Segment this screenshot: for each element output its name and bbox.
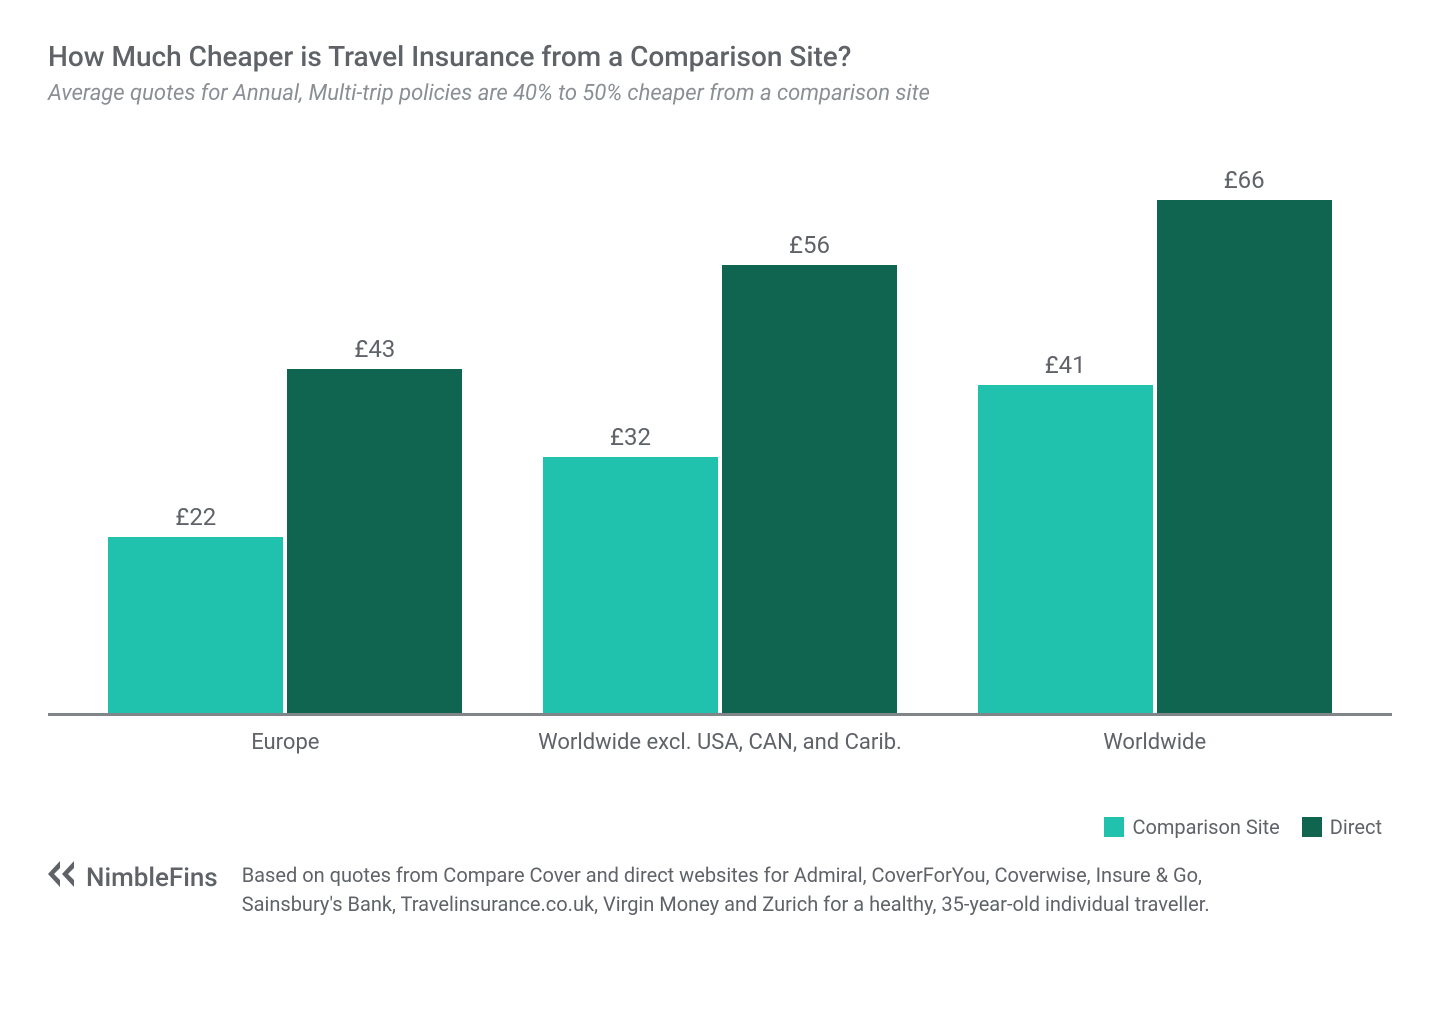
bar-rect	[1157, 200, 1332, 713]
category-label: Europe	[68, 730, 503, 755]
bar-rect	[108, 537, 283, 713]
category-axis: Europe Worldwide excl. USA, CAN, and Car…	[48, 716, 1392, 755]
chart-title: How Much Cheaper is Travel Insurance fro…	[48, 40, 1392, 73]
bar-direct-worldwide-excl: £56	[722, 166, 897, 713]
bar-comparison-europe: £22	[108, 166, 283, 713]
chart-footer: NimbleFins Based on quotes from Compare …	[48, 861, 1392, 919]
bar-value-label: £43	[354, 335, 395, 363]
bar-value-label: £32	[610, 423, 651, 451]
bar-rect	[978, 385, 1153, 713]
chart-plot-area: £22 £43 £32 £56 £41 £66	[48, 166, 1392, 716]
legend-item-direct: Direct	[1302, 815, 1382, 839]
bar-direct-europe: £43	[287, 166, 462, 713]
bar-value-label: £22	[175, 503, 216, 531]
category-label: Worldwide excl. USA, CAN, and Carib.	[503, 730, 938, 755]
bar-value-label: £66	[1224, 166, 1265, 194]
chart-footnote: Based on quotes from Compare Cover and d…	[242, 861, 1242, 919]
bar-value-label: £41	[1045, 351, 1086, 379]
category-label: Worldwide	[937, 730, 1372, 755]
bar-value-label: £56	[789, 231, 830, 259]
bar-rect	[543, 457, 718, 713]
bar-group-worldwide-excl: £32 £56	[503, 166, 938, 713]
chart-legend: Comparison Site Direct	[48, 815, 1392, 839]
bar-group-europe: £22 £43	[68, 166, 503, 713]
bar-comparison-worldwide-excl: £32	[543, 166, 718, 713]
chart-subtitle: Average quotes for Annual, Multi-trip po…	[48, 81, 1392, 106]
brand-logo: NimbleFins	[48, 861, 218, 894]
bar-group-worldwide: £41 £66	[937, 166, 1372, 713]
legend-swatch	[1302, 817, 1322, 837]
brand-arrow-icon	[48, 861, 78, 894]
bar-rect	[722, 265, 897, 713]
bar-rect	[287, 369, 462, 713]
legend-label: Comparison Site	[1132, 815, 1279, 839]
bar-comparison-worldwide: £41	[978, 166, 1153, 713]
legend-item-comparison: Comparison Site	[1104, 815, 1279, 839]
legend-label: Direct	[1330, 815, 1382, 839]
legend-swatch	[1104, 817, 1124, 837]
bar-direct-worldwide: £66	[1157, 166, 1332, 713]
brand-name: NimbleFins	[86, 863, 218, 893]
